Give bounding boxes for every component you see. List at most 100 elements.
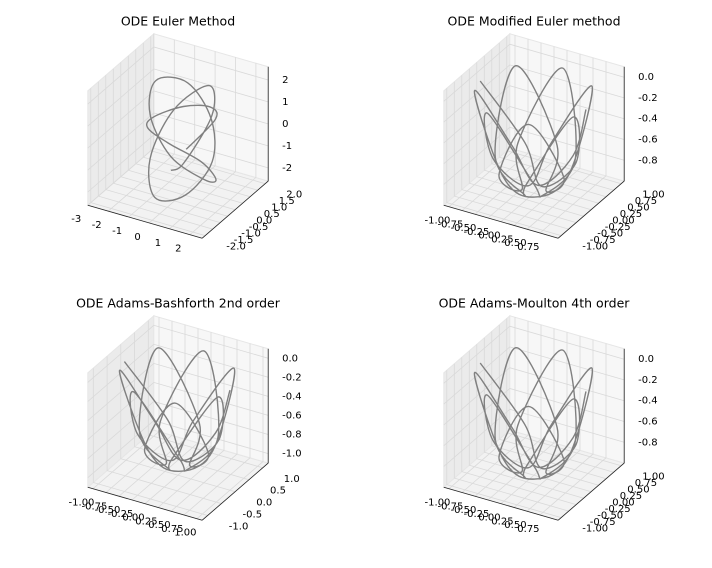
y-tick-label: -0.5 xyxy=(249,222,269,233)
y-tick-label: -2.0 xyxy=(226,242,246,253)
grid-line xyxy=(87,381,269,440)
grid-line xyxy=(183,343,251,516)
y-tick-label: 1.00 xyxy=(642,472,664,483)
grid-line xyxy=(169,57,236,230)
y-tick-label: -0.50 xyxy=(597,229,623,240)
y-tick-label: 0.75 xyxy=(635,478,657,489)
grid-line xyxy=(112,68,228,217)
grid-line xyxy=(106,356,222,504)
grid-line xyxy=(148,51,216,224)
z-tick-label: -0.4 xyxy=(282,391,302,402)
z-tick-label: -0.8 xyxy=(638,437,658,448)
grid-line xyxy=(443,367,625,426)
x-tick-label: -0.25 xyxy=(464,227,490,238)
grid-line xyxy=(87,401,269,460)
x-tick-label: 0 xyxy=(134,232,140,243)
grid-line xyxy=(461,357,577,505)
grid-line xyxy=(476,62,592,211)
x-tick-label: -0.75 xyxy=(82,501,108,512)
x-axis xyxy=(443,486,559,521)
x-tick-label: 0.75 xyxy=(517,524,539,535)
z-tick-label: 0.0 xyxy=(638,354,654,365)
x-tick-label: -1 xyxy=(112,226,122,237)
x-tick-label: 0.50 xyxy=(504,238,526,249)
y-tick-label: 0.0 xyxy=(256,498,272,509)
subplot: ODE Modified Euler method-1.00-0.75-0.50… xyxy=(425,14,665,253)
x-tick-label: 2 xyxy=(175,244,181,255)
x-tick-label: 0.50 xyxy=(504,520,526,531)
grid-line xyxy=(170,339,238,512)
y-tick-label: -0.5 xyxy=(243,510,263,521)
grid-line xyxy=(144,332,212,505)
x-tick-label: 0.75 xyxy=(161,524,183,535)
z-tick-label: -0.6 xyxy=(638,135,658,146)
z-tick-label: -1 xyxy=(282,141,292,152)
grid-line xyxy=(120,344,236,493)
x-tick-label: -1.00 xyxy=(69,498,95,509)
subplot: ODE Adams-Bashforth 2nd order-1.00-0.75-… xyxy=(69,296,302,539)
x-tick-label: 0.25 xyxy=(491,234,513,245)
z-tick-label: -0.6 xyxy=(282,410,302,421)
y-tick-label: 0.00 xyxy=(612,498,634,509)
z-tick-label: -2 xyxy=(282,163,292,174)
z-tick-label: -0.4 xyxy=(638,396,658,407)
chart-title: ODE Adams-Moulton 4th order xyxy=(439,296,631,311)
grid-line xyxy=(498,324,614,473)
grid-line xyxy=(87,343,269,402)
chart-title: ODE Euler Method xyxy=(121,14,235,29)
grid-line xyxy=(189,63,257,236)
grid-line xyxy=(487,328,555,501)
y-tick-label: 0.50 xyxy=(627,485,649,496)
grid-line xyxy=(142,42,258,191)
z-tick-label: -0.2 xyxy=(282,372,302,383)
x-tick-label: -0.50 xyxy=(451,223,477,234)
grid-line xyxy=(474,42,542,215)
y-tick-label: -1.5 xyxy=(234,235,254,246)
x-tick-label: -0.75 xyxy=(438,501,464,512)
grid-line xyxy=(443,408,625,467)
grid-line xyxy=(105,321,173,493)
y-axis xyxy=(201,180,269,239)
grid-line xyxy=(487,46,555,219)
grid-line xyxy=(127,55,243,204)
grid-line xyxy=(443,126,625,185)
chart-title: ODE Adams-Bashforth 2nd order xyxy=(76,296,281,311)
trajectory xyxy=(473,347,594,480)
chart-title: ODE Modified Euler method xyxy=(447,14,620,29)
grid-line xyxy=(443,388,625,447)
x-axis xyxy=(87,486,203,521)
z-tick-label: -0.4 xyxy=(638,114,658,125)
grid-line xyxy=(134,332,250,481)
subplot: ODE Euler Method -3 -2 -1 0 1 2 -2.0-1.5-1.0-0.… xyxy=(71,14,302,255)
grid-line xyxy=(105,75,221,223)
z-tick-label: -0.2 xyxy=(638,93,658,104)
y-tick-label: 1.0 xyxy=(271,203,287,214)
grid-line xyxy=(90,88,206,236)
grid-line xyxy=(443,64,625,123)
x-tick-label: -0.50 xyxy=(95,505,121,516)
grid-line xyxy=(120,62,236,211)
x-tick-label: -0.50 xyxy=(451,505,477,516)
grid-line xyxy=(147,320,263,469)
y-axis xyxy=(201,462,269,521)
grid-line xyxy=(97,81,213,230)
x-tick-label: 0.25 xyxy=(135,516,157,527)
grid-line xyxy=(443,106,625,165)
y-tick-label: 0.5 xyxy=(264,209,280,220)
y-tick-label: 0.75 xyxy=(635,196,657,207)
z-tick-label: 0.0 xyxy=(638,72,654,83)
grid-line xyxy=(539,343,607,516)
y-tick-label: -0.25 xyxy=(605,222,631,233)
y-tick-label: -1.0 xyxy=(229,521,249,532)
y-tick-label: 0.25 xyxy=(620,491,642,502)
y-tick-label: -0.75 xyxy=(590,235,616,246)
grid-line xyxy=(150,36,266,185)
x-tick-label: 0.00 xyxy=(478,513,500,524)
grid-line xyxy=(87,46,269,105)
x-tick-label: -1.00 xyxy=(425,498,451,509)
z-tick-label: 1 xyxy=(282,97,288,108)
x-axis xyxy=(87,204,203,239)
grid-line xyxy=(453,363,569,512)
grid-line xyxy=(87,112,269,171)
z-tick-label: 0.0 xyxy=(282,353,298,364)
